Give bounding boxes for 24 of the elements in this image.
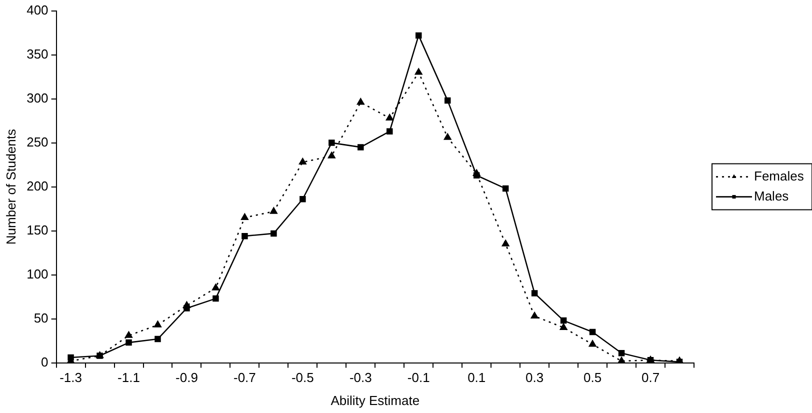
y-tick-label: 250 xyxy=(26,134,48,150)
legend-label: Females xyxy=(754,168,804,184)
y-tick-label: 350 xyxy=(26,46,48,62)
x-tick-label: 0.7 xyxy=(641,370,660,386)
y-tick-label: 300 xyxy=(26,90,48,106)
y-tick-label: 0 xyxy=(41,354,48,370)
x-tick-label: -0.5 xyxy=(291,370,314,386)
x-tick-label: -1.3 xyxy=(60,370,82,386)
x-tick-label: 0.5 xyxy=(584,370,602,386)
y-tick-label: 400 xyxy=(26,2,48,18)
x-tick-label: -0.3 xyxy=(349,370,372,386)
y-tick-label: 50 xyxy=(34,310,48,326)
y-axis-title: Number of Students xyxy=(3,128,18,245)
x-axis-title: Ability Estimate xyxy=(330,392,420,408)
y-tick-label: 100 xyxy=(26,266,48,282)
x-tick-label: 0.1 xyxy=(468,370,486,386)
x-tick-label: -0.9 xyxy=(176,370,198,386)
x-tick-label: -0.1 xyxy=(407,370,430,386)
legend-label: Males xyxy=(754,188,790,204)
y-tick-label: 200 xyxy=(26,178,48,194)
x-tick-label: -1.1 xyxy=(118,370,140,386)
y-tick-label: 150 xyxy=(26,222,48,238)
x-tick-label: -0.7 xyxy=(234,370,256,386)
x-tick-label: 0.3 xyxy=(526,370,544,386)
